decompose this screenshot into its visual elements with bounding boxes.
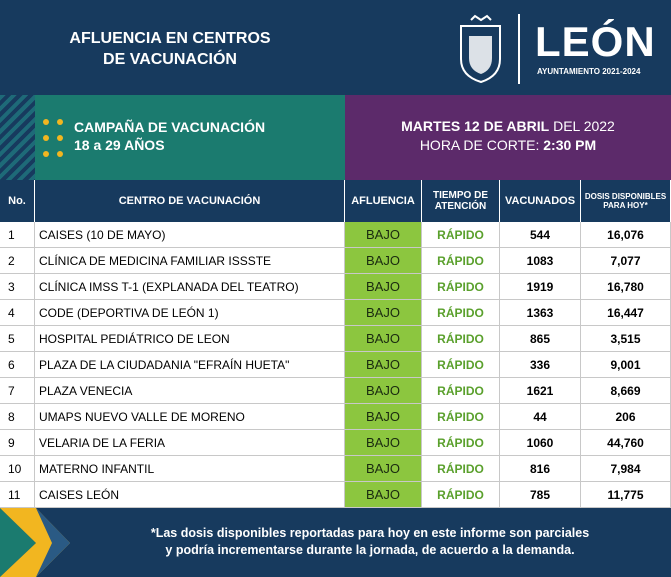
logo-sub: AYUNTAMIENTO 2021-2024 (537, 67, 641, 76)
column-header: CENTRO DE VACUNACIÓN (35, 180, 345, 222)
header (0, 0, 671, 95)
date-rest: DEL 2022 (553, 118, 615, 134)
doses: 9,001 (581, 352, 671, 378)
column-header: AFLUENCIA (345, 180, 422, 222)
column-header: TIEMPO DE ATENCIÓN (422, 180, 500, 222)
vaccinated: 1083 (500, 248, 581, 274)
center-name: CODE (DEPORTIVA DE LEÓN 1) (35, 300, 345, 326)
wait-time: RÁPIDO (422, 404, 500, 430)
footer-shapes (0, 508, 70, 577)
wait-time: RÁPIDO (422, 430, 500, 456)
wait-time: RÁPIDO (422, 300, 500, 326)
affluence: BAJO (345, 352, 422, 378)
affluence: BAJO (345, 274, 422, 300)
row-number: 8 (0, 404, 35, 430)
doses: 206 (581, 404, 671, 430)
table-header (0, 180, 671, 222)
wait-time: RÁPIDO (422, 222, 500, 248)
affluence: BAJO (345, 430, 422, 456)
row-number: 6 (0, 352, 35, 378)
affluence: BAJO (345, 482, 422, 508)
affluence: BAJO (345, 378, 422, 404)
row-number: 4 (0, 300, 35, 326)
center-name: CLÍNICA IMSS T-1 (EXPLANADA DEL TEATRO) (35, 274, 345, 300)
doses: 44,760 (581, 430, 671, 456)
doses: 7,077 (581, 248, 671, 274)
row-number: 7 (0, 378, 35, 404)
note-line: y podría incrementarse durante la jornad… (165, 543, 575, 557)
wait-time: RÁPIDO (422, 456, 500, 482)
column-header: No. (0, 180, 35, 222)
wait-time: RÁPIDO (422, 352, 500, 378)
column-header: DOSIS DISPONIBLES PARA HOY* (581, 180, 671, 222)
cut-label: HORA DE CORTE: (419, 137, 540, 153)
doses: 16,780 (581, 274, 671, 300)
row-number: 11 (0, 482, 35, 508)
doses: 7,984 (581, 456, 671, 482)
footer (0, 508, 671, 577)
title-line: DE VACUNACIÓN (103, 51, 237, 68)
cut: HORA DE CORTE: 2:30 PM (345, 137, 671, 153)
center-name: HOSPITAL PEDIÁTRICO DE LEON (35, 326, 345, 352)
affluence: BAJO (345, 222, 422, 248)
vaccinated: 1363 (500, 300, 581, 326)
campaign-title: CAMPAÑA DE VACUNACIÓN (74, 119, 266, 135)
vaccinated: 1919 (500, 274, 581, 300)
doses: 11,775 (581, 482, 671, 508)
center-name: CAISES (10 DE MAYO) (35, 222, 345, 248)
doses: 16,076 (581, 222, 671, 248)
center-name: MATERNO INFANTIL (35, 456, 345, 482)
wait-time: RÁPIDO (422, 482, 500, 508)
affluence: BAJO (345, 456, 422, 482)
date-box (345, 95, 671, 180)
row-number: 10 (0, 456, 35, 482)
center-name: CAISES LEÓN (35, 482, 345, 508)
wait-time: RÁPIDO (422, 326, 500, 352)
row-number: 5 (0, 326, 35, 352)
title-line: AFLUENCIA EN CENTROS (69, 30, 271, 47)
vaccinated: 865 (500, 326, 581, 352)
center-name: PLAZA DE LA CIUDADANIA "EFRAÍN HUETA" (35, 352, 345, 378)
vaccinated: 1060 (500, 430, 581, 456)
wait-time: RÁPIDO (422, 378, 500, 404)
row-number: 3 (0, 274, 35, 300)
cut-time: 2:30 PM (543, 137, 597, 153)
note: *Las dosis disponibles reportadas para h… (80, 525, 660, 559)
vaccinated: 1621 (500, 378, 581, 404)
center-name: PLAZA VENECIA (35, 378, 345, 404)
center-name: CLÍNICA DE MEDICINA FAMILIAR ISSSTE (35, 248, 345, 274)
date: MARTES 12 DE ABRIL DEL 2022 (345, 118, 671, 134)
wait-time: RÁPIDO (422, 274, 500, 300)
logo-shield (460, 14, 520, 84)
doses: 8,669 (581, 378, 671, 404)
row-number: 2 (0, 248, 35, 274)
affluence: BAJO (345, 300, 422, 326)
vaccinated: 816 (500, 456, 581, 482)
stripes (0, 95, 35, 180)
wait-time: RÁPIDO (422, 248, 500, 274)
vaccinated: 544 (500, 222, 581, 248)
row-number: 1 (0, 222, 35, 248)
affluence: BAJO (345, 248, 422, 274)
center-name: VELARIA DE LA FERIA (35, 430, 345, 456)
logo-text: LEÓN (535, 18, 656, 65)
date-bold: MARTES 12 DE ABRIL (401, 118, 550, 134)
affluence: BAJO (345, 326, 422, 352)
title: AFLUENCIA EN CENTROS DE VACUNACIÓN (30, 28, 310, 70)
vaccinated: 785 (500, 482, 581, 508)
doses: 3,515 (581, 326, 671, 352)
row-number: 9 (0, 430, 35, 456)
affluence: BAJO (345, 404, 422, 430)
campaign-ages: 18 a 29 AÑOS (74, 137, 165, 153)
note-line: *Las dosis disponibles reportadas para h… (150, 526, 590, 540)
dots (43, 119, 63, 157)
campaign-box (35, 95, 345, 180)
center-name: UMAPS NUEVO VALLE DE MORENO (35, 404, 345, 430)
column-header: VACUNADOS (500, 180, 581, 222)
vaccinated: 44 (500, 404, 581, 430)
vaccinated: 336 (500, 352, 581, 378)
doses: 16,447 (581, 300, 671, 326)
